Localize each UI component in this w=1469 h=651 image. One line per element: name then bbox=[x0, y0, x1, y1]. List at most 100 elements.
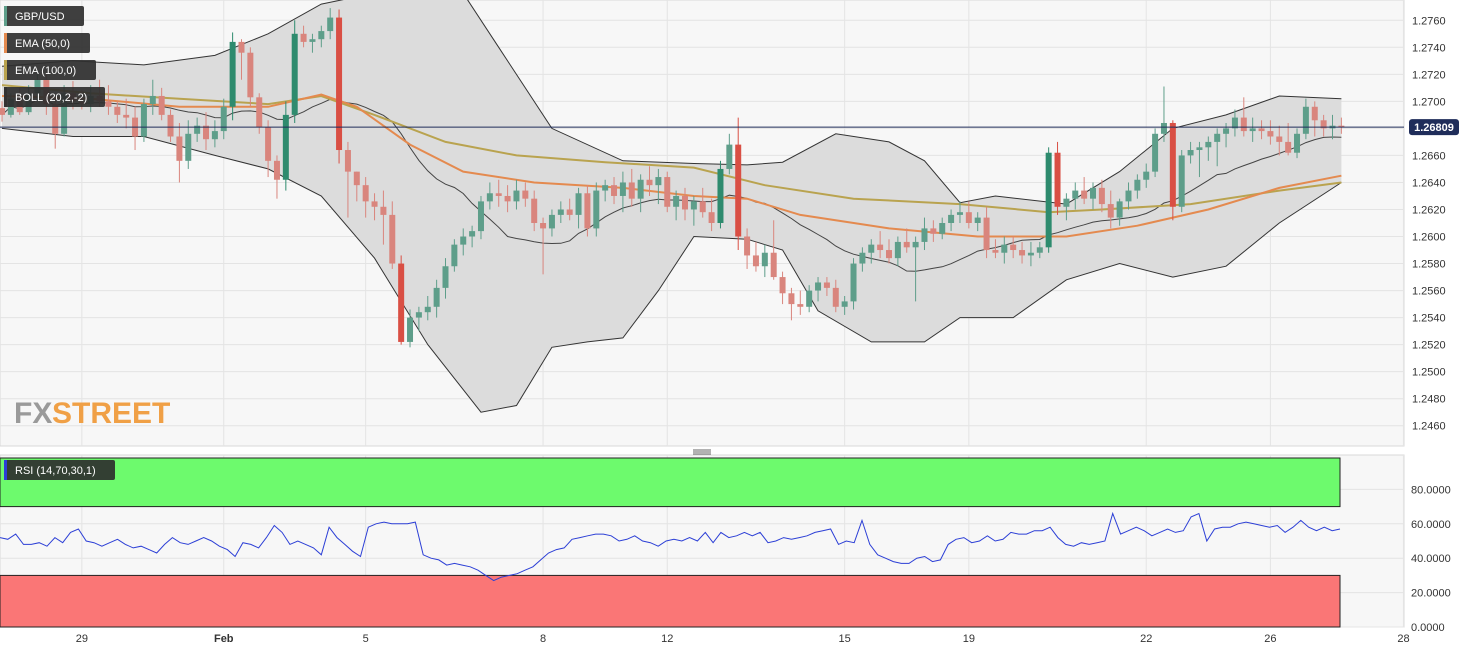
candle-body bbox=[140, 104, 147, 137]
candle bbox=[806, 285, 813, 313]
candle-body bbox=[194, 125, 201, 134]
candle bbox=[353, 171, 360, 202]
candle-body bbox=[398, 263, 405, 342]
candle bbox=[956, 201, 963, 223]
candle bbox=[504, 185, 511, 213]
candle-body bbox=[877, 244, 884, 251]
candle-body bbox=[442, 266, 449, 288]
candle-body bbox=[1223, 128, 1230, 134]
candle bbox=[1019, 241, 1026, 264]
candle bbox=[673, 190, 680, 221]
candle bbox=[300, 25, 307, 48]
candle-body bbox=[158, 95, 165, 115]
candle-body bbox=[504, 195, 511, 202]
candle bbox=[850, 258, 857, 310]
logo-fx: FX bbox=[14, 397, 52, 430]
candle bbox=[1054, 141, 1061, 215]
legend-swatch bbox=[4, 60, 7, 80]
candle-body bbox=[229, 41, 236, 107]
candle bbox=[1045, 147, 1052, 253]
candle bbox=[336, 9, 343, 164]
rsi-line bbox=[0, 511, 1341, 582]
candle bbox=[1134, 174, 1141, 199]
candle bbox=[575, 187, 582, 229]
candle-body bbox=[690, 201, 697, 210]
current-price-label: 1.26809 bbox=[1414, 122, 1454, 134]
candle bbox=[1152, 128, 1159, 178]
candle bbox=[1098, 179, 1105, 213]
candle bbox=[1267, 120, 1274, 145]
candle bbox=[974, 212, 981, 232]
candle bbox=[1276, 125, 1283, 156]
candle-body bbox=[1098, 187, 1105, 205]
candle-body bbox=[469, 231, 476, 237]
legend-item-bg bbox=[4, 33, 90, 53]
candle bbox=[229, 32, 236, 121]
legend-item[interactable]: EMA (100,0) bbox=[4, 60, 96, 80]
legend-item[interactable]: BOLL (20,2,-2) bbox=[4, 87, 105, 107]
legend-label: EMA (50,0) bbox=[15, 38, 70, 50]
current-price-tag: 1.26809 bbox=[1409, 119, 1459, 136]
candle-body bbox=[815, 282, 822, 291]
candle-body bbox=[939, 223, 946, 234]
candle-body bbox=[1125, 190, 1132, 202]
candle-body bbox=[495, 193, 502, 196]
candle bbox=[1187, 141, 1194, 164]
candle-body bbox=[309, 39, 316, 42]
candle-body bbox=[779, 277, 786, 294]
candle-body bbox=[850, 263, 857, 302]
candle-body bbox=[1231, 117, 1238, 129]
time-tick-label: 26 bbox=[1264, 633, 1276, 645]
candle-body bbox=[823, 282, 830, 288]
candle bbox=[815, 277, 822, 302]
rsi-legend-bg bbox=[4, 460, 115, 480]
time-tick-label: Feb bbox=[214, 633, 234, 645]
candle-body bbox=[424, 306, 431, 313]
candle bbox=[1125, 182, 1132, 210]
candle-body bbox=[832, 287, 839, 307]
candle-body bbox=[389, 214, 396, 264]
candle-body bbox=[0, 108, 5, 115]
candle-body bbox=[211, 131, 218, 140]
candle-body bbox=[407, 317, 414, 342]
price-tick-label: 1.2580 bbox=[1412, 259, 1446, 271]
legend-item[interactable]: EMA (50,0) bbox=[4, 33, 90, 53]
rsi-panel: 80.0000 60.0000 40.0000 20.0000 0.0000 RSI (… bbox=[0, 454, 1451, 634]
candle-body bbox=[806, 290, 813, 307]
candle-body bbox=[238, 41, 245, 53]
candle-body bbox=[1214, 133, 1221, 142]
price-tick-label: 1.2480 bbox=[1412, 394, 1446, 406]
candle-body bbox=[735, 144, 742, 237]
candle-body bbox=[1054, 152, 1061, 207]
candle-body bbox=[1081, 190, 1088, 199]
candle bbox=[344, 141, 351, 218]
candle-body bbox=[930, 228, 937, 234]
candle-body bbox=[300, 33, 307, 42]
rsi-legend-label: RSI (14,70,30,1) bbox=[15, 465, 96, 477]
candle bbox=[1338, 117, 1345, 134]
candle bbox=[761, 244, 768, 278]
time-tick-label: 19 bbox=[963, 633, 975, 645]
candle-body bbox=[451, 244, 458, 267]
candle bbox=[1081, 177, 1088, 205]
candle-body bbox=[752, 255, 759, 267]
candle-body bbox=[1152, 133, 1159, 172]
candle-body bbox=[992, 250, 999, 253]
legend-item[interactable]: GBP/USD bbox=[4, 6, 84, 26]
candle bbox=[1205, 136, 1212, 161]
candle bbox=[788, 287, 795, 321]
candle-body bbox=[983, 217, 990, 251]
candle bbox=[1320, 114, 1327, 137]
rsi-axis: 80.0000 60.0000 40.0000 20.0000 0.0000 bbox=[1411, 484, 1451, 634]
candle bbox=[681, 187, 688, 221]
candle bbox=[522, 182, 529, 207]
price-legend: GBP/USD EMA (50,0) EMA (100,0) BOLL (20,2,-… bbox=[4, 6, 105, 107]
candle-body bbox=[708, 212, 715, 223]
candle-body bbox=[1294, 133, 1301, 153]
candle bbox=[540, 217, 547, 275]
candle-body bbox=[1027, 252, 1034, 256]
candle bbox=[1294, 128, 1301, 159]
panel-resize-handle[interactable] bbox=[693, 449, 711, 455]
candle bbox=[877, 231, 884, 259]
candle bbox=[318, 25, 325, 48]
